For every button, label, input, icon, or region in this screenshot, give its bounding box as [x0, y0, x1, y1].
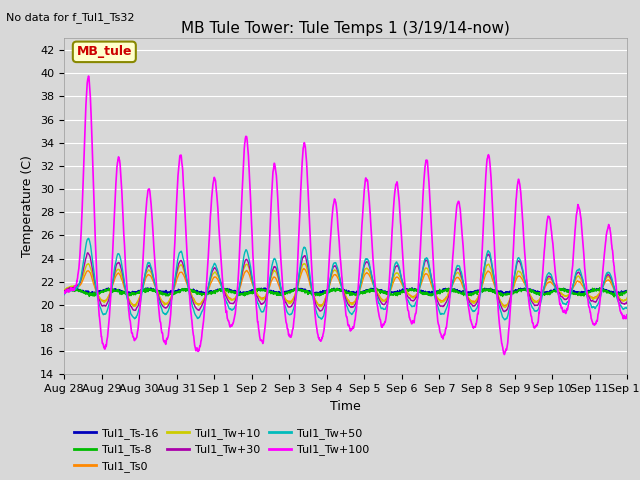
Y-axis label: Temperature (C): Temperature (C) — [22, 156, 35, 257]
Legend: Tul1_Ts-16, Tul1_Ts-8, Tul1_Ts0, Tul1_Tw+10, Tul1_Tw+30, Tul1_Tw+50, Tul1_Tw+100: Tul1_Ts-16, Tul1_Ts-8, Tul1_Ts0, Tul1_Tw… — [70, 424, 374, 476]
X-axis label: Time: Time — [330, 400, 361, 413]
Text: No data for f_Tul1_Ts32: No data for f_Tul1_Ts32 — [6, 12, 135, 23]
Text: MB_tule: MB_tule — [77, 45, 132, 59]
Title: MB Tule Tower: Tule Temps 1 (3/19/14-now): MB Tule Tower: Tule Temps 1 (3/19/14-now… — [181, 21, 510, 36]
